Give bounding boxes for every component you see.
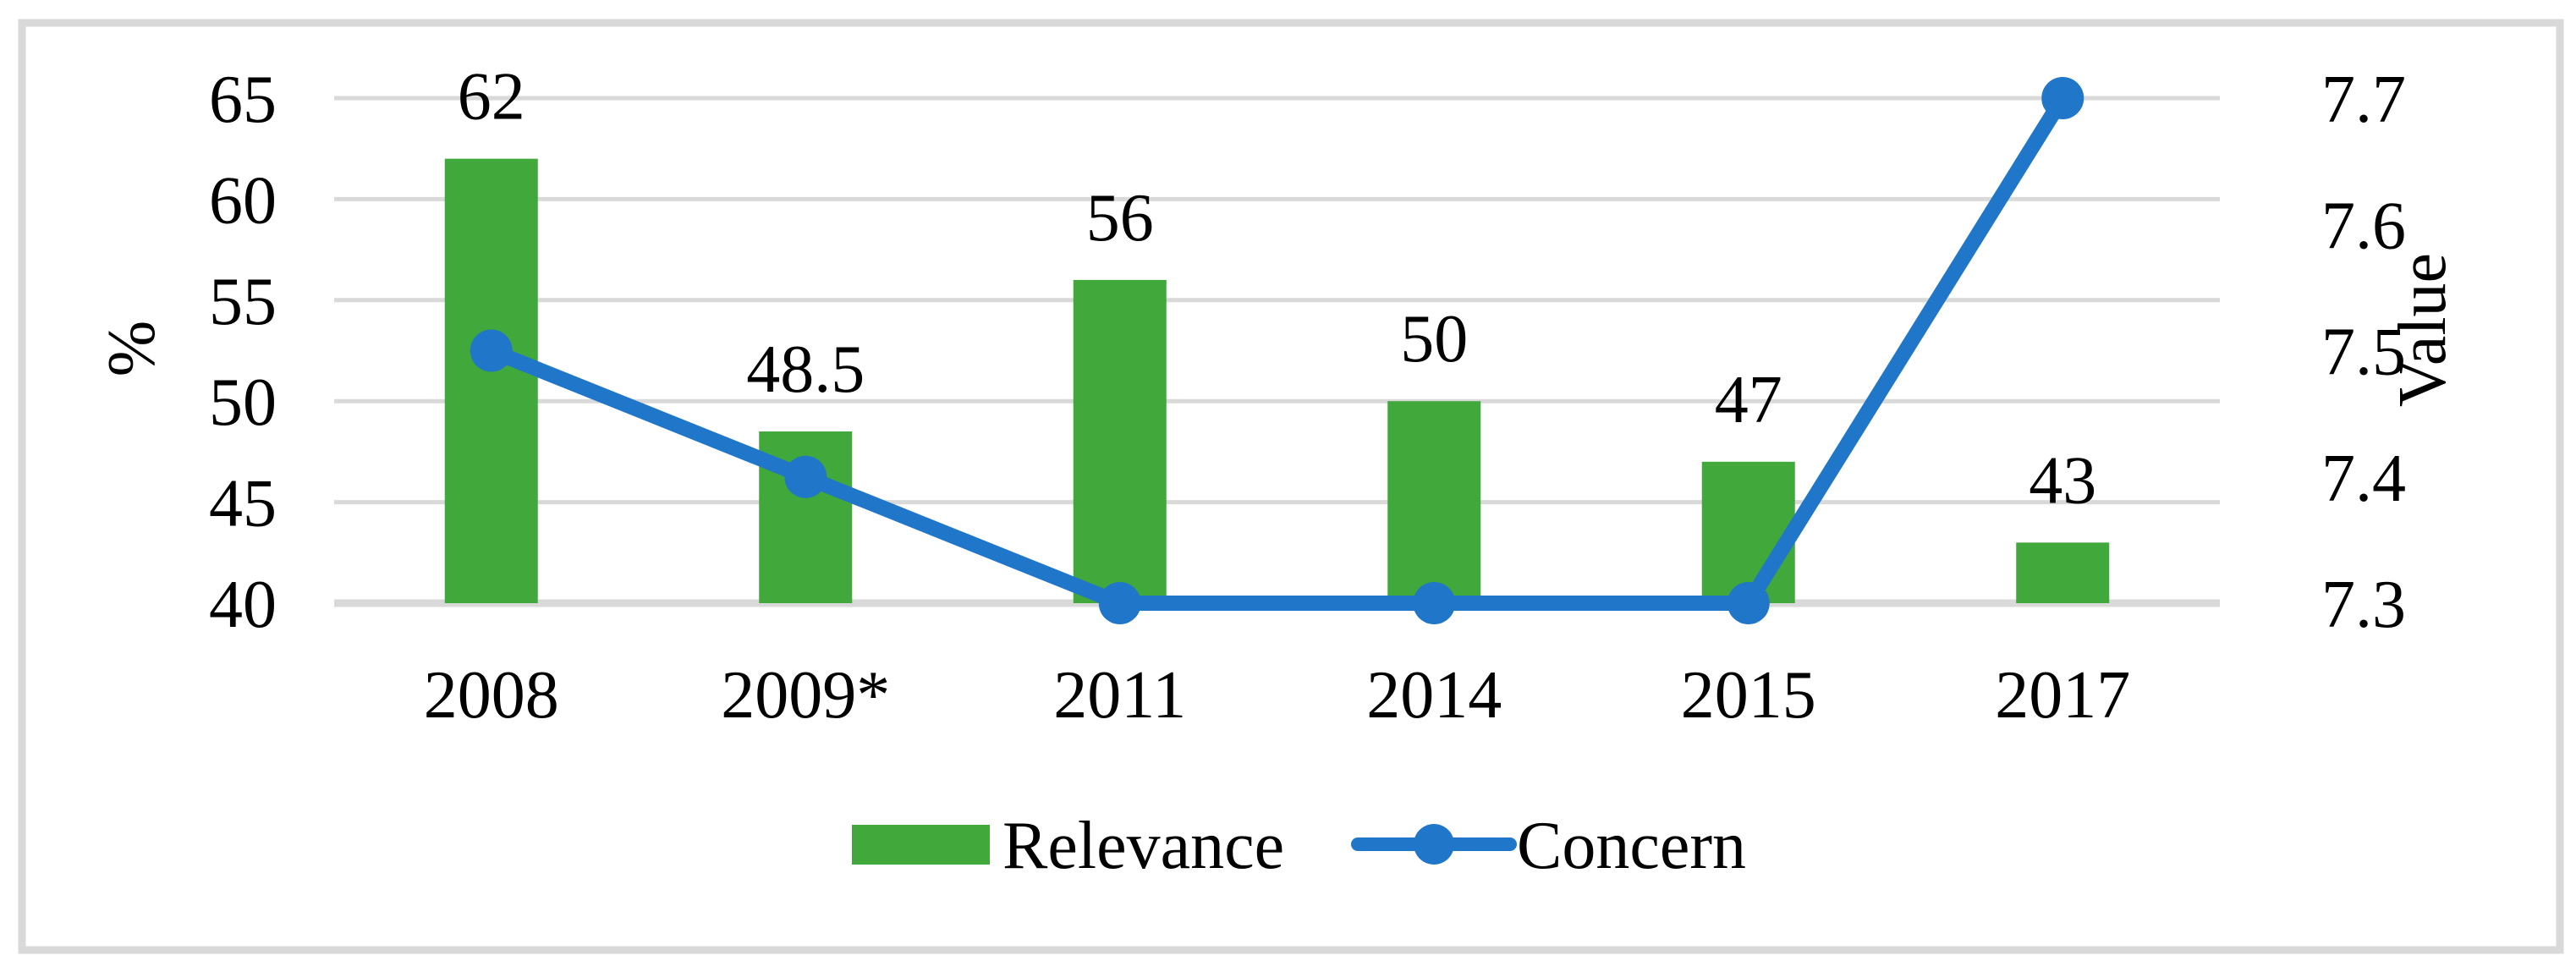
- bar-2017: [2016, 542, 2110, 603]
- concern-marker-2014: [1413, 582, 1456, 624]
- left-axis-tick-50: 50: [209, 365, 277, 440]
- right-axis-tick-7.3: 7.3: [2321, 568, 2406, 642]
- left-axis-title: %: [95, 321, 169, 377]
- bar-value-label-2014: 50: [1400, 302, 1468, 376]
- right-axis-title: Value: [2386, 253, 2460, 407]
- bar-value-label-2017: 43: [2029, 443, 2096, 518]
- bar-2008: [444, 158, 538, 603]
- legend-concern-marker: [1414, 824, 1454, 865]
- left-axis-tick-45: 45: [209, 467, 277, 541]
- left-axis-tick-65: 65: [209, 63, 277, 137]
- category-label-2014: 2014: [1366, 658, 1502, 733]
- bar-2015: [1701, 461, 1795, 603]
- bar-value-label-2009*: 48.5: [746, 332, 865, 407]
- left-axis-tick-60: 60: [209, 163, 277, 238]
- category-label-2008: 2008: [424, 658, 559, 733]
- left-axis-tick-55: 55: [209, 265, 277, 339]
- concern-marker-2015: [1727, 582, 1770, 624]
- category-label-2017: 2017: [1995, 658, 2130, 733]
- category-label-2015: 2015: [1681, 658, 1816, 733]
- category-label-2011: 2011: [1053, 658, 1186, 733]
- legend-concern-label: Concern: [1517, 809, 1746, 883]
- concern-marker-2008: [470, 329, 513, 372]
- legend-relevance-label: Relevance: [1002, 809, 1284, 883]
- concern-marker-2009*: [784, 455, 827, 498]
- bar-value-label-2008: 62: [458, 60, 525, 135]
- category-label-2009*: 2009*: [721, 658, 890, 733]
- concern-marker-2017: [2041, 77, 2084, 119]
- bar-value-label-2015: 47: [1715, 363, 1782, 437]
- right-axis-tick-7.4: 7.4: [2321, 442, 2406, 516]
- bar-2011: [1073, 279, 1167, 603]
- bar-value-label-2011: 56: [1086, 181, 1154, 255]
- figure-border: [18, 19, 2564, 954]
- bar-2014: [1387, 401, 1481, 603]
- concern-line: [488, 94, 2069, 611]
- concern-marker-2011: [1098, 582, 1141, 624]
- left-axis-tick-40: 40: [209, 568, 277, 642]
- right-axis-tick-7.6: 7.6: [2321, 189, 2406, 263]
- right-axis-tick-7.5: 7.5: [2321, 316, 2406, 390]
- legend-relevance-swatch: [852, 825, 990, 865]
- right-axis-tick-7.7: 7.7: [2321, 63, 2406, 137]
